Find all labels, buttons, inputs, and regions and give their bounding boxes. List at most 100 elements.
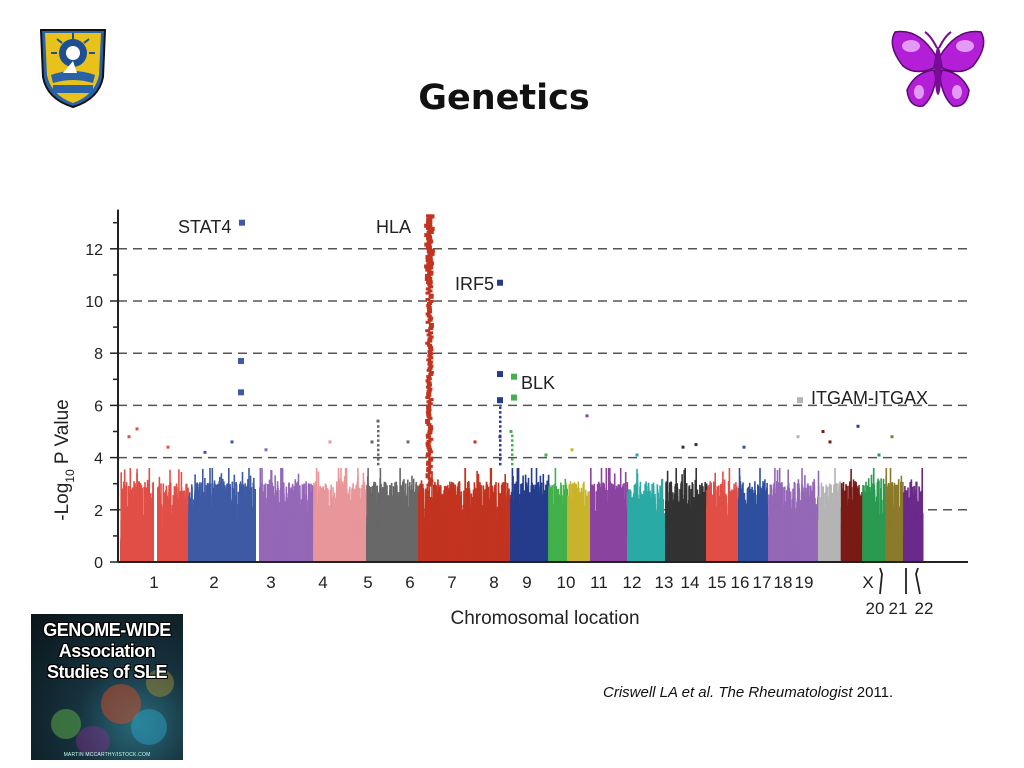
chromosome-15-points xyxy=(706,468,740,562)
snp-point xyxy=(412,489,414,562)
snp-point xyxy=(296,539,298,562)
snp-point xyxy=(275,501,278,562)
snp-point xyxy=(504,482,507,562)
snp-point xyxy=(678,501,680,562)
snp-point xyxy=(475,520,478,562)
snp-point xyxy=(394,539,396,562)
snp-point xyxy=(327,512,330,562)
snp-point xyxy=(707,526,709,562)
snp-point xyxy=(120,540,122,562)
snp-point xyxy=(378,522,380,562)
snp-point xyxy=(492,512,495,562)
snp-point xyxy=(651,525,654,562)
snp-point xyxy=(741,490,743,562)
snp-point xyxy=(727,515,729,562)
snp-point xyxy=(156,518,158,562)
snp-point xyxy=(352,503,354,562)
snp-point xyxy=(526,518,528,562)
snp-point xyxy=(494,485,496,562)
chromosome-5-points xyxy=(366,468,420,562)
snp-point xyxy=(161,539,163,562)
snp-point xyxy=(543,494,545,562)
snp-point xyxy=(633,510,636,562)
snp-point xyxy=(209,483,212,562)
snp-point xyxy=(548,521,550,562)
snp-point xyxy=(721,509,724,562)
snp-point xyxy=(656,540,658,562)
snp-point xyxy=(815,522,818,562)
snp-point xyxy=(537,486,540,562)
snp-point xyxy=(723,479,726,562)
snp-point xyxy=(185,527,188,562)
snp-point xyxy=(315,527,317,562)
snp-point xyxy=(571,511,573,562)
snp-point xyxy=(270,470,273,562)
snp-point xyxy=(385,528,388,562)
snp-point xyxy=(231,481,234,562)
snp-point xyxy=(750,499,752,562)
snp-point xyxy=(271,526,273,562)
snp-point xyxy=(460,510,463,562)
snp-point xyxy=(483,506,486,562)
snp-point xyxy=(500,484,503,562)
snp-point xyxy=(185,484,187,562)
snp-point xyxy=(287,483,290,562)
snp-point xyxy=(729,532,731,562)
chromosome-6-points xyxy=(418,468,468,562)
snp-point xyxy=(469,521,472,562)
snp-point xyxy=(294,522,296,562)
snp-point xyxy=(797,539,800,562)
snp-point xyxy=(123,469,126,562)
snp-point xyxy=(656,514,658,562)
snp-point xyxy=(430,525,433,562)
snp-point xyxy=(710,489,712,562)
snp-point xyxy=(683,469,685,562)
snp-point xyxy=(254,489,257,562)
snp-point xyxy=(195,485,198,562)
snp-point xyxy=(137,498,139,562)
snp-point xyxy=(349,507,351,562)
snp-point xyxy=(443,514,446,562)
snp-point xyxy=(551,485,553,562)
snp-point xyxy=(541,497,544,562)
snp-point xyxy=(765,532,768,562)
snp-point xyxy=(807,483,809,562)
snp-point xyxy=(292,530,294,562)
snp-point xyxy=(222,495,225,562)
snp-point xyxy=(433,484,435,562)
snp-point xyxy=(397,492,399,562)
snp-point xyxy=(361,484,363,562)
snp-point xyxy=(282,496,285,562)
snp-point xyxy=(634,529,636,562)
snp-point xyxy=(415,481,417,562)
snp-point xyxy=(744,543,747,562)
snp-point xyxy=(269,531,271,562)
chromosome-4-points xyxy=(313,468,368,562)
snp-point xyxy=(266,497,268,562)
snp-point xyxy=(183,490,186,562)
snp-point xyxy=(562,514,564,562)
snp-point xyxy=(814,509,817,562)
chromosome-19-points xyxy=(818,468,842,562)
snp-point xyxy=(615,515,617,562)
snp-point xyxy=(686,504,688,562)
snp-point xyxy=(293,490,295,562)
snp-point xyxy=(755,494,757,562)
snp-point xyxy=(732,489,735,562)
snp-point xyxy=(620,517,623,562)
snp-point xyxy=(749,542,752,562)
snp-point xyxy=(746,502,748,562)
snp-point xyxy=(279,489,281,562)
snp-point xyxy=(344,494,346,562)
snp-point xyxy=(497,482,500,562)
snp-point xyxy=(639,486,641,562)
snp-point xyxy=(778,486,780,562)
snp-point xyxy=(481,517,484,562)
snp-point xyxy=(281,468,284,562)
snp-point xyxy=(337,533,339,562)
snp-point xyxy=(422,523,425,562)
snp-point xyxy=(491,542,494,562)
snp-point xyxy=(227,527,230,562)
snp-point xyxy=(251,506,253,562)
snp-point xyxy=(595,530,597,562)
